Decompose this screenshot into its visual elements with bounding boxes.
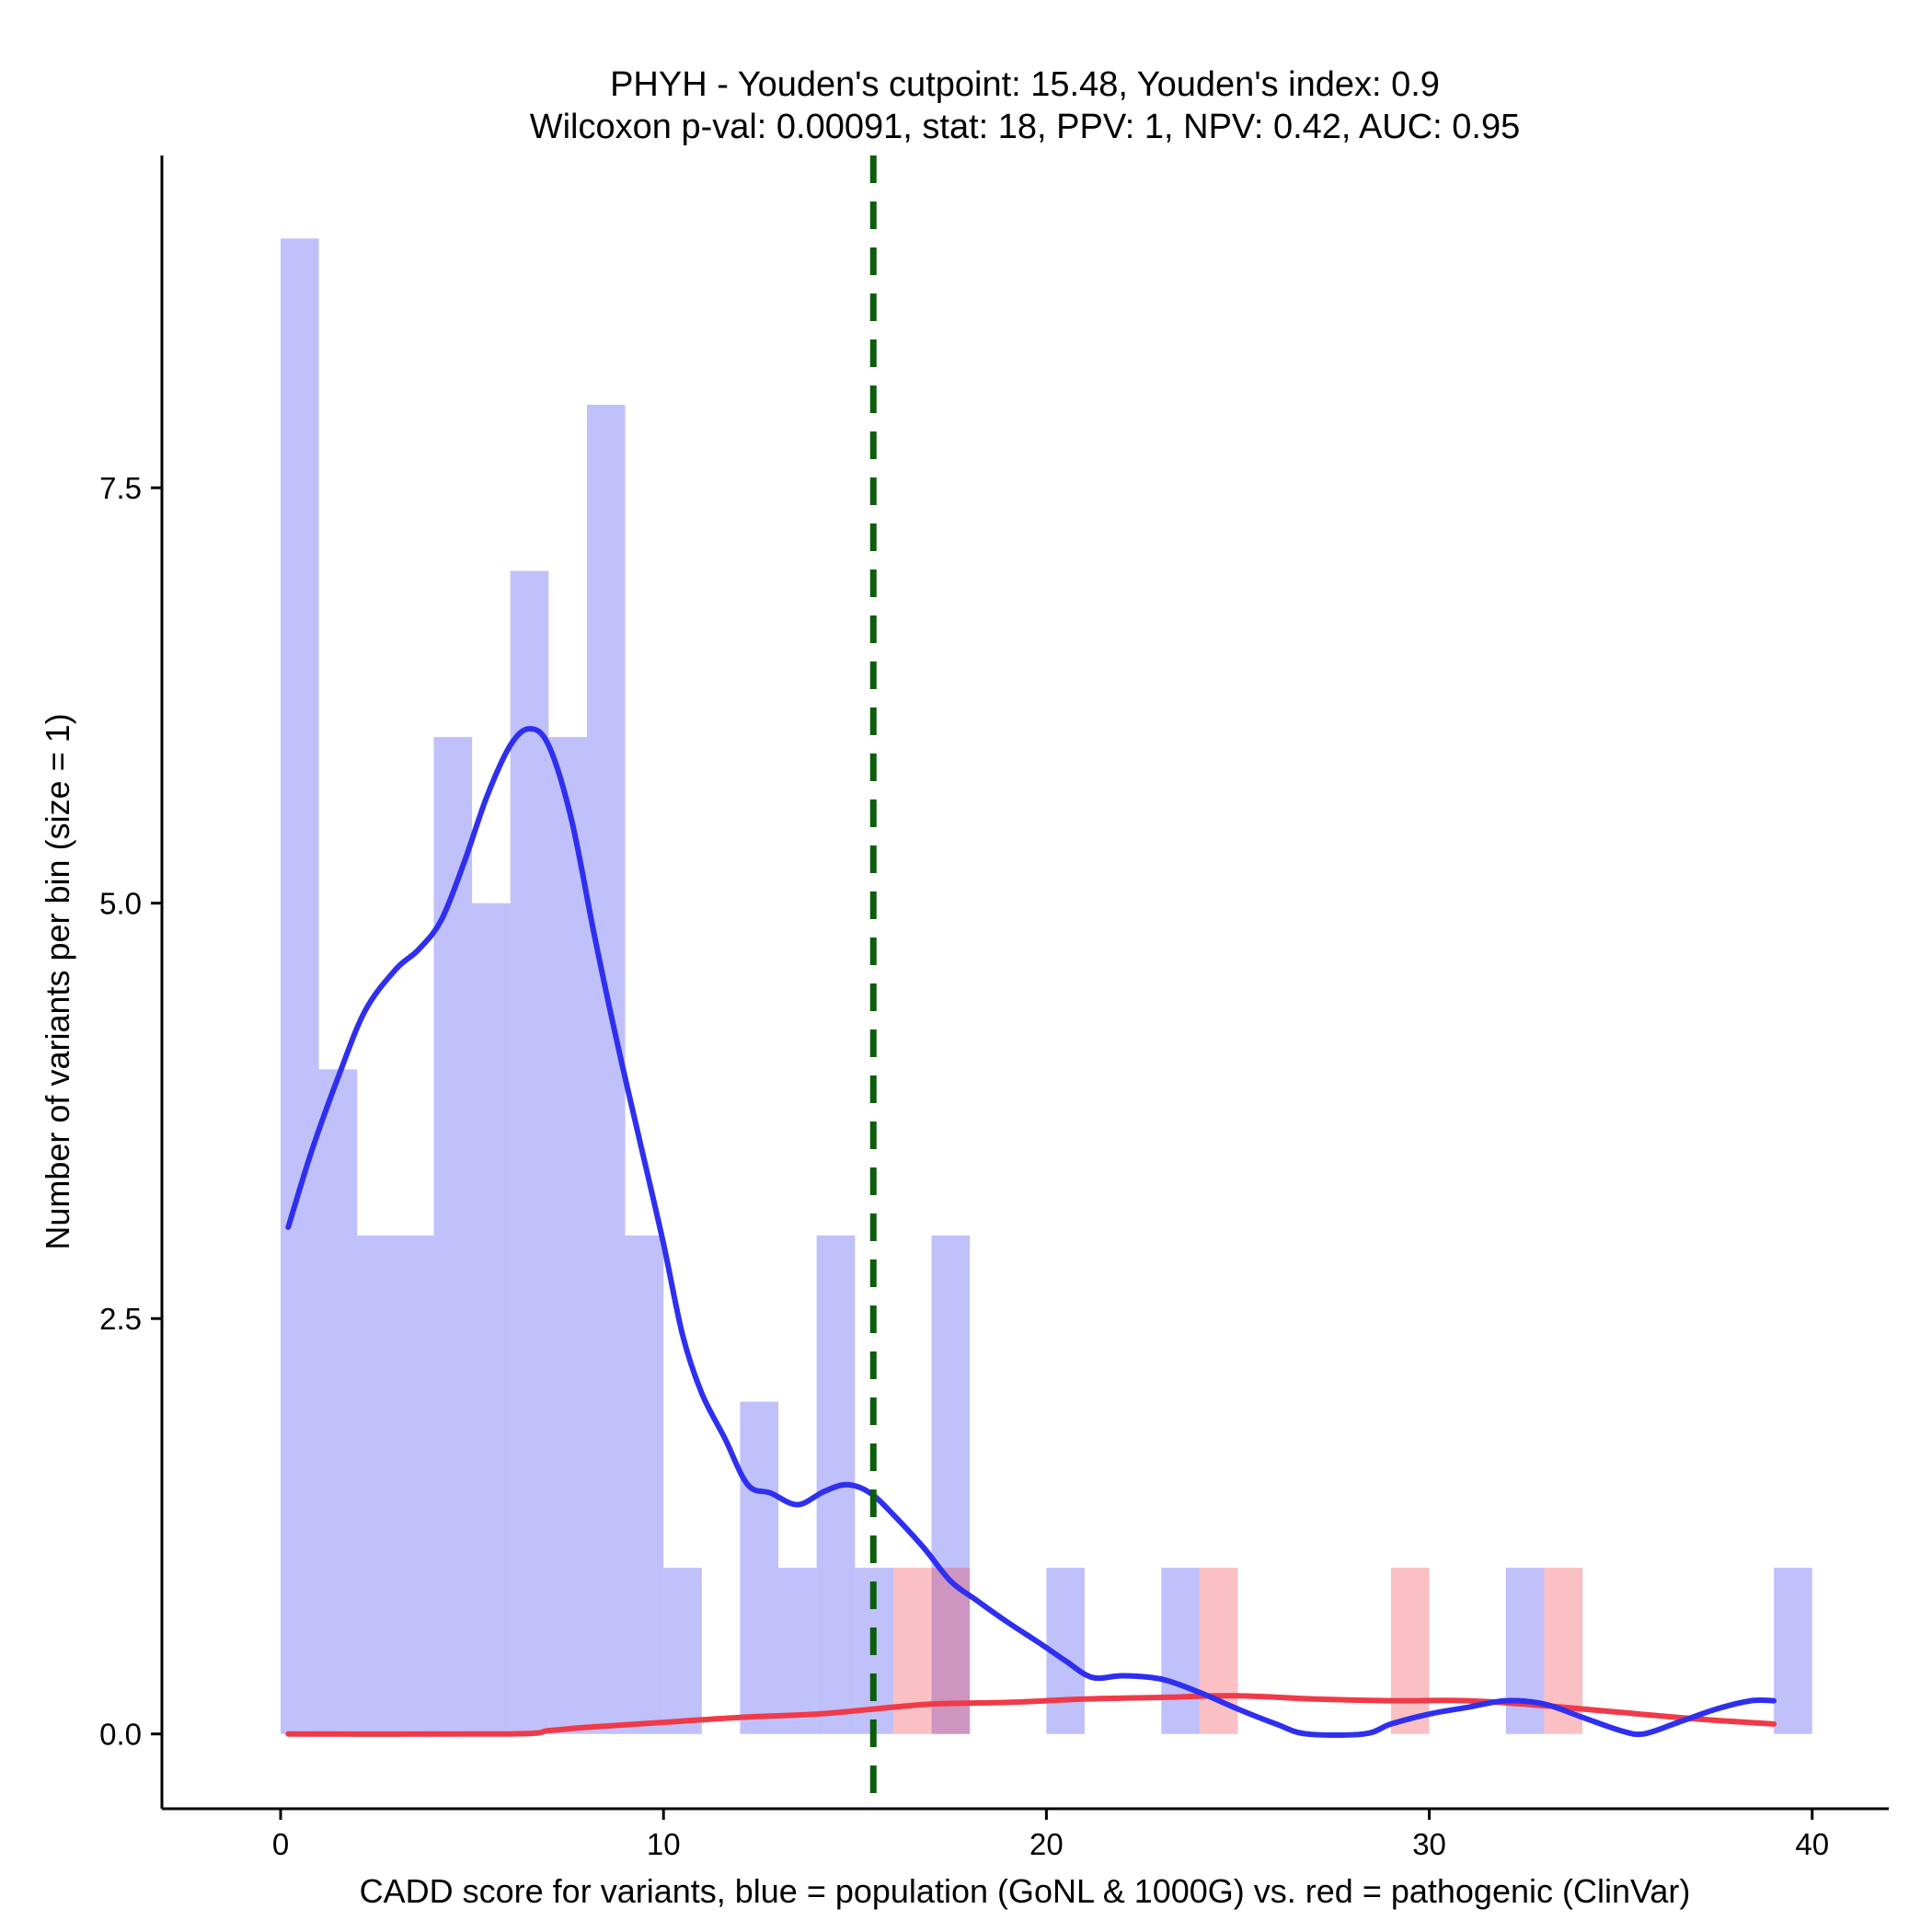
population-bar xyxy=(586,404,626,1734)
density-curves xyxy=(285,726,1777,1739)
x-tick-label: 30 xyxy=(1412,1827,1446,1861)
population-bar xyxy=(1774,1568,1812,1734)
y-tick-label: 7.5 xyxy=(99,471,142,505)
population-bar xyxy=(510,570,549,1734)
population-bar xyxy=(548,737,587,1734)
population-bar xyxy=(281,238,319,1734)
chart-title: PHYH - Youden's cutpoint: 15.48, Youden'… xyxy=(610,65,1440,104)
population-bars xyxy=(281,238,1812,1734)
population-bar xyxy=(740,1401,779,1734)
x-tick-label: 40 xyxy=(1795,1827,1829,1861)
y-axis-title: Number of variants per bin (size = 1) xyxy=(39,713,76,1249)
pathogenic-bar xyxy=(1390,1568,1430,1734)
population-bar xyxy=(1505,1568,1545,1734)
y-ticks: 0.0 2.5 5.0 7.5 xyxy=(99,471,162,1752)
y-tick-label: 5.0 xyxy=(99,887,142,921)
x-tick-label: 10 xyxy=(647,1827,681,1861)
population-bar xyxy=(472,903,511,1734)
population-bar xyxy=(1161,1568,1200,1734)
chart-subtitle: Wilcoxon p-val: 0.00091, stat: 18, PPV: … xyxy=(530,108,1521,146)
y-tick-label: 2.5 xyxy=(99,1302,142,1336)
population-bar xyxy=(395,1235,434,1734)
x-axis-title: CADD score for variants, blue = populati… xyxy=(360,1872,1691,1910)
x-tick-label: 20 xyxy=(1029,1827,1064,1861)
population-bar xyxy=(318,1069,358,1734)
population-bar xyxy=(357,1235,396,1734)
axes xyxy=(160,155,1889,1811)
y-tick-label: 0.0 xyxy=(99,1718,142,1752)
population-bar xyxy=(778,1568,817,1734)
population-bar xyxy=(433,737,473,1734)
population-density-line xyxy=(285,726,1777,1739)
x-tick-label: 0 xyxy=(272,1827,289,1861)
population-bar xyxy=(625,1235,664,1734)
population-bar xyxy=(931,1235,971,1734)
x-ticks: 0 10 20 30 40 xyxy=(272,1809,1829,1861)
population-bar xyxy=(663,1568,702,1734)
